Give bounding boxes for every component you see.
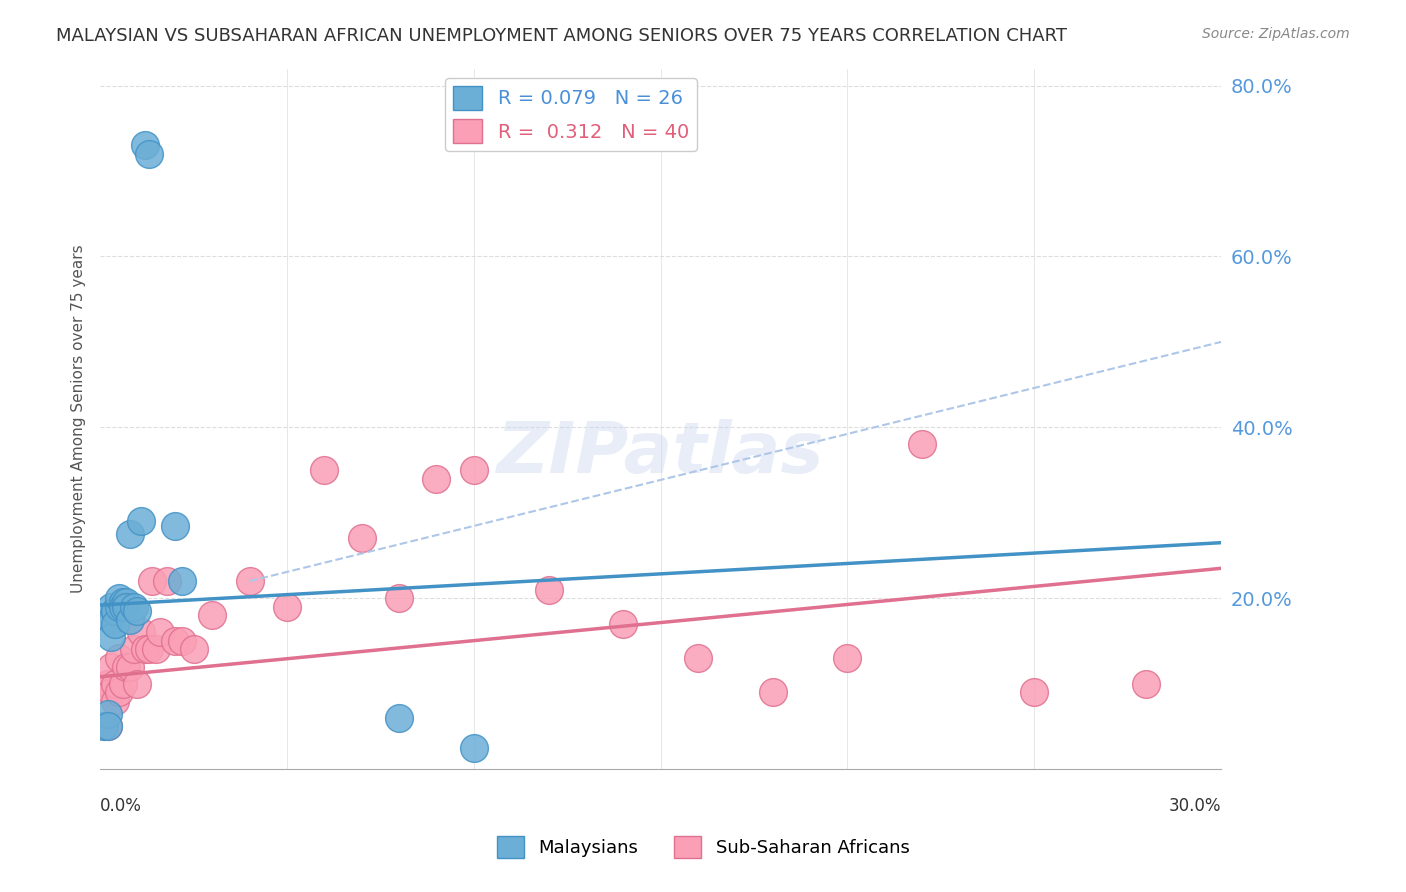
- Point: [172, 634, 194, 648]
- Point: [127, 676, 149, 690]
- Point: [163, 634, 186, 648]
- Legend: Malaysians, Sub-Saharan Africans: Malaysians, Sub-Saharan Africans: [489, 829, 917, 865]
- Point: [108, 651, 131, 665]
- Point: [425, 472, 447, 486]
- Point: [276, 599, 298, 614]
- Point: [141, 574, 163, 588]
- Point: [145, 642, 167, 657]
- Point: [111, 676, 134, 690]
- Point: [115, 599, 138, 614]
- Point: [762, 685, 785, 699]
- Point: [134, 138, 156, 153]
- Point: [108, 599, 131, 614]
- Text: 30.0%: 30.0%: [1168, 797, 1220, 815]
- Point: [172, 574, 194, 588]
- Point: [104, 604, 127, 618]
- Text: ZIPatlas: ZIPatlas: [496, 419, 824, 488]
- Point: [97, 719, 120, 733]
- Legend: R = 0.079   N = 26, R =  0.312   N = 40: R = 0.079 N = 26, R = 0.312 N = 40: [446, 78, 697, 151]
- Point: [100, 659, 122, 673]
- Point: [104, 676, 127, 690]
- Text: MALAYSIAN VS SUBSAHARAN AFRICAN UNEMPLOYMENT AMONG SENIORS OVER 75 YEARS CORRELA: MALAYSIAN VS SUBSAHARAN AFRICAN UNEMPLOY…: [56, 27, 1067, 45]
- Point: [104, 616, 127, 631]
- Point: [100, 613, 122, 627]
- Point: [97, 719, 120, 733]
- Point: [93, 719, 115, 733]
- Point: [1135, 676, 1157, 690]
- Point: [837, 651, 859, 665]
- Point: [111, 595, 134, 609]
- Point: [201, 608, 224, 623]
- Point: [138, 147, 160, 161]
- Text: Source: ZipAtlas.com: Source: ZipAtlas.com: [1202, 27, 1350, 41]
- Point: [104, 694, 127, 708]
- Point: [1024, 685, 1046, 699]
- Point: [108, 591, 131, 606]
- Point: [134, 642, 156, 657]
- Point: [129, 514, 152, 528]
- Point: [463, 463, 485, 477]
- Point: [388, 591, 411, 606]
- Point: [127, 604, 149, 618]
- Point: [111, 599, 134, 614]
- Point: [118, 613, 141, 627]
- Point: [100, 630, 122, 644]
- Point: [156, 574, 179, 588]
- Y-axis label: Unemployment Among Seniors over 75 years: Unemployment Among Seniors over 75 years: [72, 244, 86, 593]
- Point: [93, 719, 115, 733]
- Point: [100, 599, 122, 614]
- Point: [163, 518, 186, 533]
- Point: [108, 685, 131, 699]
- Point: [350, 532, 373, 546]
- Point: [183, 642, 205, 657]
- Point: [97, 706, 120, 721]
- Point: [129, 625, 152, 640]
- Point: [911, 437, 934, 451]
- Point: [149, 625, 172, 640]
- Point: [537, 582, 560, 597]
- Point: [122, 599, 145, 614]
- Point: [388, 711, 411, 725]
- Point: [115, 659, 138, 673]
- Point: [612, 616, 634, 631]
- Point: [138, 642, 160, 657]
- Point: [686, 651, 709, 665]
- Point: [463, 740, 485, 755]
- Point: [97, 676, 120, 690]
- Point: [118, 659, 141, 673]
- Point: [314, 463, 336, 477]
- Point: [100, 685, 122, 699]
- Point: [239, 574, 262, 588]
- Point: [104, 604, 127, 618]
- Text: 0.0%: 0.0%: [100, 797, 142, 815]
- Point: [118, 527, 141, 541]
- Point: [115, 595, 138, 609]
- Point: [122, 642, 145, 657]
